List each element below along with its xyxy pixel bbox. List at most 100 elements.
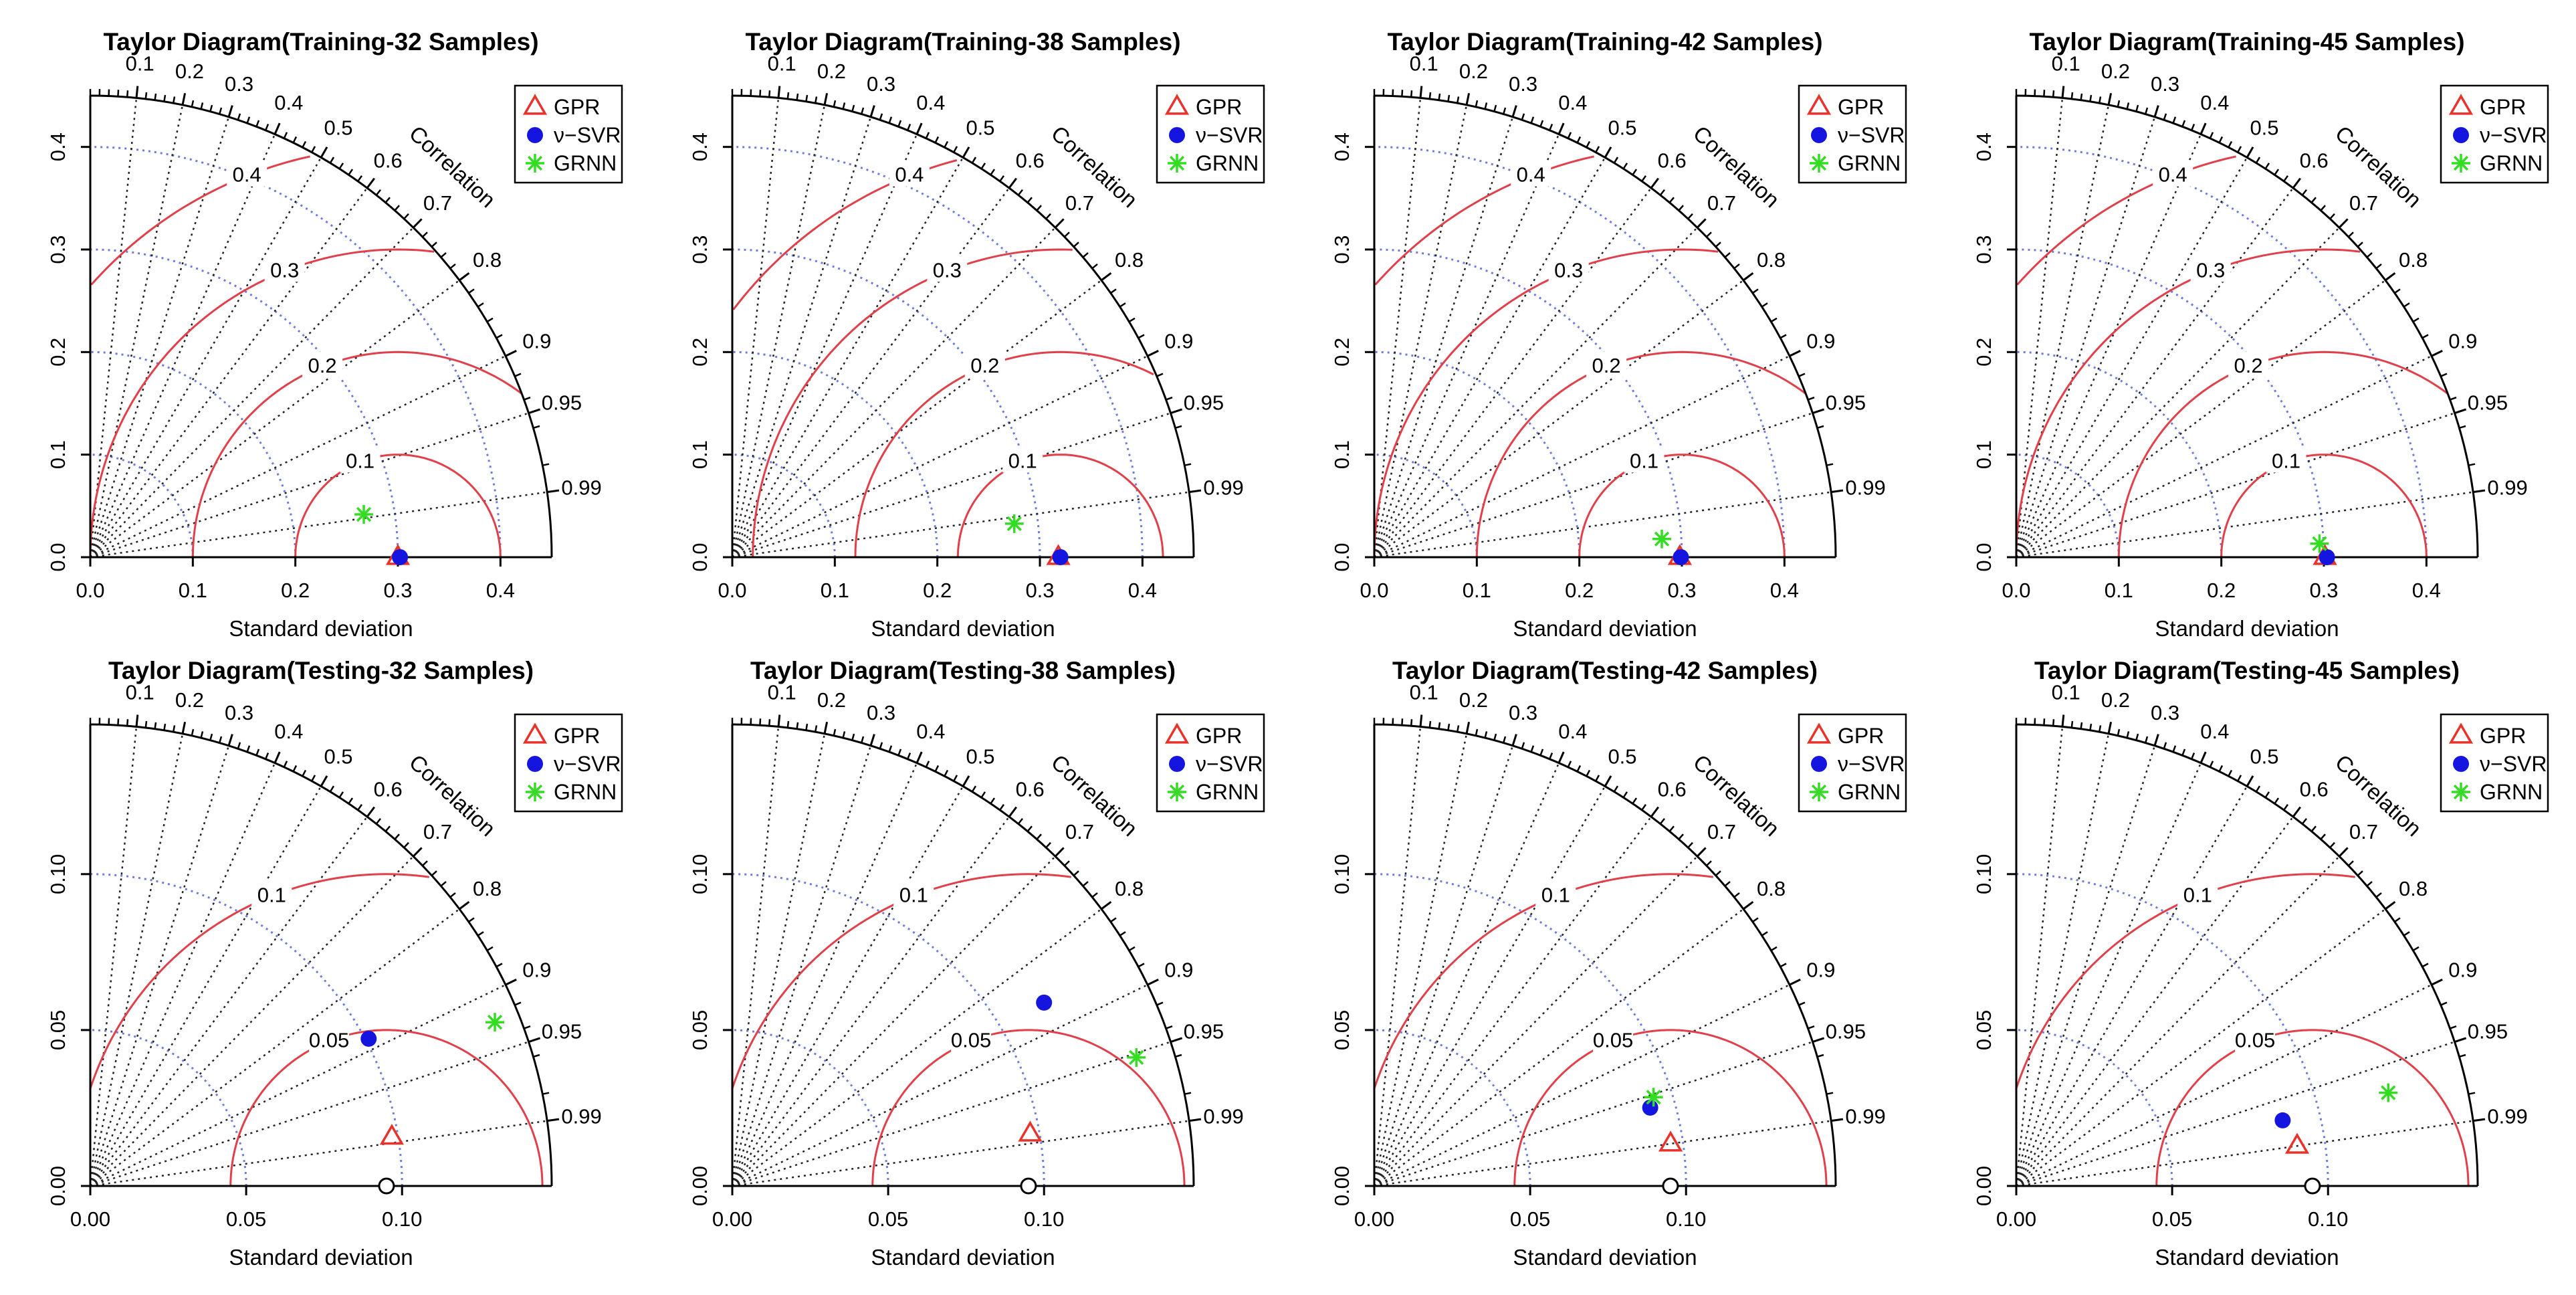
corr-tick-label: 0.6 bbox=[2300, 148, 2329, 172]
y-tick-label: 0.4 bbox=[1972, 132, 1996, 161]
y-tick-label: 0.1 bbox=[1330, 440, 1354, 469]
correlation-ray bbox=[1374, 355, 1790, 559]
corr-minor-tick bbox=[2412, 946, 2420, 951]
corr-minor-tick bbox=[1595, 775, 1600, 782]
y-tick-label: 0.00 bbox=[1972, 1166, 1996, 1206]
star-stroke bbox=[1169, 784, 1185, 800]
corr-minor-tick bbox=[2450, 397, 2457, 401]
corr-minor-tick bbox=[2440, 373, 2448, 377]
corr-tick-label: 0.9 bbox=[1164, 959, 1193, 982]
rms-arc bbox=[1374, 155, 1594, 286]
x-tick-label: 0.3 bbox=[383, 579, 412, 602]
corr-tick-label: 0.1 bbox=[126, 681, 154, 704]
corr-minor-tick bbox=[1549, 124, 1553, 131]
corr-major-tick bbox=[227, 105, 233, 118]
corr-major-tick bbox=[1604, 146, 1612, 159]
corr-minor-tick bbox=[2468, 1092, 2476, 1095]
corr-minor-tick bbox=[357, 804, 363, 811]
rms-arc bbox=[752, 248, 1073, 558]
rms-label: 0.05 bbox=[1593, 1028, 1633, 1052]
corr-minor-tick bbox=[1780, 334, 1787, 339]
corr-minor-tick bbox=[1770, 946, 1778, 951]
corr-minor-tick bbox=[329, 157, 335, 164]
correlation-ray bbox=[2016, 1120, 2474, 1187]
corr-minor-tick bbox=[1017, 189, 1023, 196]
corr-major-tick bbox=[1101, 272, 1112, 282]
corr-minor-tick bbox=[2237, 146, 2242, 153]
data-point-grnn bbox=[1127, 1048, 1146, 1067]
corr-minor-tick bbox=[1752, 917, 1759, 923]
sd-arc bbox=[732, 873, 1045, 1187]
correlation-axis-label: Correlation bbox=[1047, 750, 1143, 841]
corr-tick-label: 0.7 bbox=[1707, 191, 1736, 215]
corr-minor-tick bbox=[1669, 197, 1675, 203]
sd-arc bbox=[1374, 454, 1478, 558]
corr-major-tick bbox=[412, 218, 423, 229]
correlation-ray bbox=[731, 157, 964, 558]
corr-tick-label: 0.95 bbox=[1826, 391, 1866, 414]
corr-major-tick bbox=[366, 806, 375, 817]
legend-marker-svr bbox=[527, 756, 543, 772]
corr-minor-tick bbox=[237, 113, 241, 120]
corr-minor-tick bbox=[897, 120, 902, 127]
corr-major-tick bbox=[1008, 806, 1018, 817]
corr-minor-tick bbox=[1567, 761, 1572, 768]
corr-tick-label: 0.3 bbox=[2151, 72, 2179, 96]
corr-tick-label: 0.99 bbox=[1203, 476, 1243, 499]
star-stroke bbox=[2453, 155, 2469, 171]
corr-major-tick bbox=[823, 93, 829, 106]
corr-tick-label: 0.99 bbox=[1845, 476, 1885, 499]
legend-label: GRNN bbox=[554, 780, 617, 804]
corr-minor-tick bbox=[154, 722, 157, 729]
corr-minor-tick bbox=[385, 825, 391, 832]
y-tick-label: 0.10 bbox=[46, 854, 70, 894]
correlation-ray bbox=[732, 187, 1010, 558]
corr-minor-tick bbox=[888, 745, 893, 753]
corr-minor-tick bbox=[1063, 231, 1070, 238]
corr-major-tick bbox=[1812, 1037, 1825, 1043]
corr-major-tick bbox=[1188, 1118, 1202, 1122]
corr-minor-tick bbox=[302, 769, 307, 777]
x-tick-label: 0.00 bbox=[1996, 1207, 2036, 1231]
corr-minor-tick bbox=[2450, 1025, 2457, 1029]
corr-tick-label: 0.7 bbox=[1707, 820, 1736, 843]
corr-minor-tick bbox=[2135, 104, 2139, 112]
corr-major-tick bbox=[2431, 350, 2443, 357]
correlation-ray bbox=[732, 856, 1056, 1187]
corr-minor-tick bbox=[283, 132, 288, 139]
corr-major-tick bbox=[546, 1118, 560, 1122]
corr-major-tick bbox=[2472, 1118, 2486, 1122]
corr-minor-tick bbox=[477, 931, 484, 936]
corr-minor-tick bbox=[1438, 722, 1441, 729]
corr-major-tick bbox=[2385, 272, 2396, 282]
taylor-panel-5: Taylor Diagram(Testing-32 Samples) 0.05 0.… bbox=[46, 657, 623, 1270]
corr-major-tick bbox=[1650, 806, 1660, 817]
rms-label-bg bbox=[2190, 256, 2231, 282]
outer-arc bbox=[2016, 94, 2479, 558]
correlation-ray bbox=[731, 98, 780, 558]
corr-minor-tick bbox=[1045, 841, 1051, 848]
corr-minor-tick bbox=[1184, 1092, 1192, 1095]
corr-minor-tick bbox=[907, 753, 911, 760]
corr-major-tick bbox=[2107, 722, 2113, 734]
corr-minor-tick bbox=[533, 1054, 540, 1058]
legend-marker-svr bbox=[1811, 756, 1827, 772]
rms-label-bg bbox=[2153, 161, 2193, 187]
star-stroke bbox=[356, 506, 372, 522]
corr-minor-tick bbox=[2394, 288, 2401, 294]
corr-minor-tick bbox=[2375, 892, 2382, 898]
y-tick-label: 0.05 bbox=[1330, 1010, 1354, 1050]
data-point-grnn bbox=[1004, 514, 1024, 533]
rms-arc bbox=[1373, 248, 1719, 558]
correlation-ray bbox=[2016, 908, 2386, 1187]
corr-minor-tick bbox=[2191, 753, 2195, 760]
corr-minor-tick bbox=[1705, 860, 1712, 867]
correlation-ray bbox=[90, 491, 548, 559]
corr-tick-label: 0.2 bbox=[2101, 60, 2130, 83]
x-tick-label: 0.1 bbox=[821, 579, 849, 602]
corr-minor-tick bbox=[338, 791, 344, 798]
corr-minor-tick bbox=[1073, 870, 1079, 876]
x-axis-label: Standard deviation bbox=[229, 1245, 413, 1270]
sd-arc bbox=[90, 248, 399, 558]
corr-major-tick bbox=[320, 146, 328, 159]
